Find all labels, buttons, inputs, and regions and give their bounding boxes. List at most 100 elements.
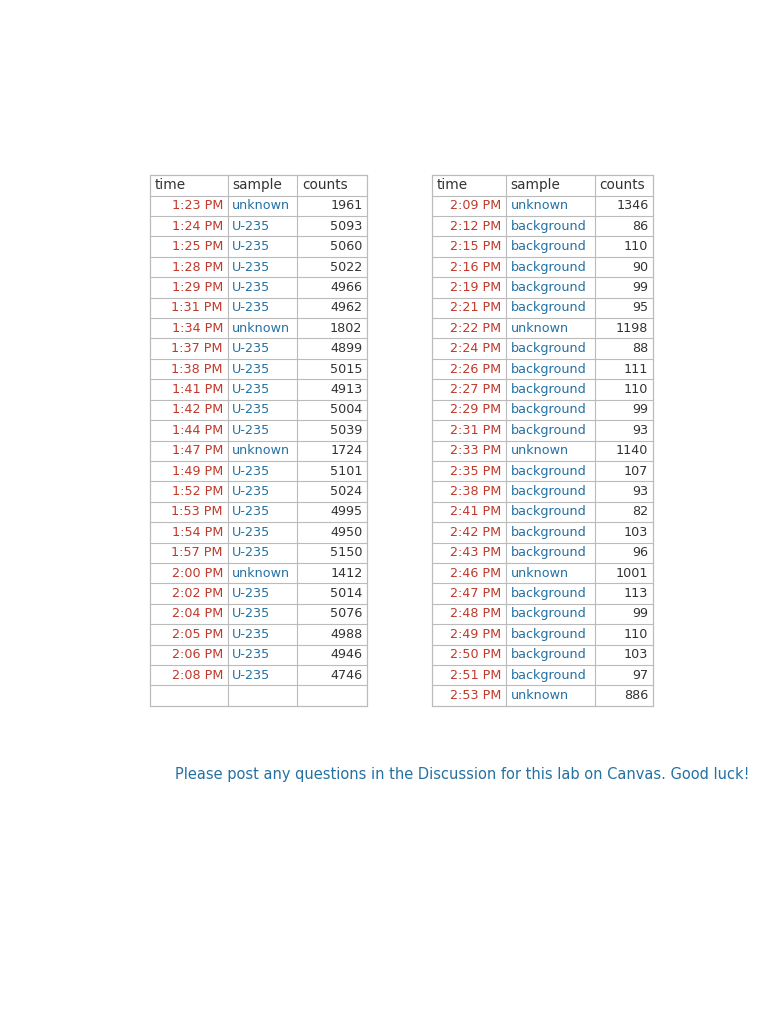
Text: background: background xyxy=(510,362,587,376)
Text: U-235: U-235 xyxy=(232,220,270,232)
Text: 4988: 4988 xyxy=(330,628,362,641)
Text: 2:08 PM: 2:08 PM xyxy=(171,669,223,682)
Text: 86: 86 xyxy=(633,220,648,232)
Text: 2:42 PM: 2:42 PM xyxy=(450,526,501,539)
Text: unknown: unknown xyxy=(510,444,569,457)
Text: 103: 103 xyxy=(624,648,648,662)
Text: 4950: 4950 xyxy=(330,526,362,539)
Text: 1:38 PM: 1:38 PM xyxy=(171,362,223,376)
Text: U-235: U-235 xyxy=(232,260,270,273)
Text: background: background xyxy=(510,546,587,559)
Text: 110: 110 xyxy=(624,383,648,396)
Text: 111: 111 xyxy=(624,362,648,376)
Text: 1:47 PM: 1:47 PM xyxy=(171,444,223,457)
Text: 1:54 PM: 1:54 PM xyxy=(171,526,223,539)
Bar xyxy=(432,175,653,706)
Text: 2:38 PM: 2:38 PM xyxy=(449,485,501,498)
Text: 2:35 PM: 2:35 PM xyxy=(449,465,501,477)
Text: U-235: U-235 xyxy=(232,628,270,641)
Text: 1:24 PM: 1:24 PM xyxy=(171,220,223,232)
Text: 2:04 PM: 2:04 PM xyxy=(171,607,223,621)
Text: 103: 103 xyxy=(624,526,648,539)
Text: 1724: 1724 xyxy=(330,444,362,457)
Text: 4899: 4899 xyxy=(330,342,362,355)
Text: 2:21 PM: 2:21 PM xyxy=(450,301,501,314)
Text: U-235: U-235 xyxy=(232,281,270,294)
Text: 1:49 PM: 1:49 PM xyxy=(171,465,223,477)
Text: unknown: unknown xyxy=(232,444,291,457)
Text: U-235: U-235 xyxy=(232,342,270,355)
Text: U-235: U-235 xyxy=(232,607,270,621)
Text: 1140: 1140 xyxy=(616,444,648,457)
Text: 2:27 PM: 2:27 PM xyxy=(450,383,501,396)
Text: 2:19 PM: 2:19 PM xyxy=(450,281,501,294)
Text: 4962: 4962 xyxy=(330,301,362,314)
Text: 5004: 5004 xyxy=(330,403,362,417)
Text: background: background xyxy=(510,669,587,682)
Text: unknown: unknown xyxy=(232,322,291,335)
Text: U-235: U-235 xyxy=(232,485,270,498)
Text: 2:26 PM: 2:26 PM xyxy=(450,362,501,376)
Text: 99: 99 xyxy=(633,403,648,417)
Text: U-235: U-235 xyxy=(232,424,270,437)
Text: 2:50 PM: 2:50 PM xyxy=(449,648,501,662)
Text: 1:34 PM: 1:34 PM xyxy=(171,322,223,335)
Text: 82: 82 xyxy=(633,506,648,518)
Text: 88: 88 xyxy=(632,342,648,355)
Text: U-235: U-235 xyxy=(232,362,270,376)
Text: 5022: 5022 xyxy=(330,260,362,273)
Text: time: time xyxy=(155,178,186,193)
Text: 1412: 1412 xyxy=(330,566,362,580)
Text: 113: 113 xyxy=(624,587,648,600)
Text: 4946: 4946 xyxy=(330,648,362,662)
Text: unknown: unknown xyxy=(232,200,291,212)
Text: time: time xyxy=(437,178,468,193)
Text: 2:33 PM: 2:33 PM xyxy=(449,444,501,457)
Text: background: background xyxy=(510,628,587,641)
Text: 2:15 PM: 2:15 PM xyxy=(449,241,501,253)
Text: 1:28 PM: 1:28 PM xyxy=(171,260,223,273)
Text: 1:41 PM: 1:41 PM xyxy=(171,383,223,396)
Text: 110: 110 xyxy=(624,628,648,641)
Text: 1346: 1346 xyxy=(616,200,648,212)
Text: 2:51 PM: 2:51 PM xyxy=(449,669,501,682)
Text: 886: 886 xyxy=(624,689,648,702)
Text: 5150: 5150 xyxy=(330,546,362,559)
Text: 5014: 5014 xyxy=(330,587,362,600)
Text: 5039: 5039 xyxy=(330,424,362,437)
Text: 97: 97 xyxy=(633,669,648,682)
Text: background: background xyxy=(510,220,587,232)
Text: 1:52 PM: 1:52 PM xyxy=(171,485,223,498)
Text: 1:25 PM: 1:25 PM xyxy=(171,241,223,253)
Text: 1961: 1961 xyxy=(330,200,362,212)
Text: 2:46 PM: 2:46 PM xyxy=(450,566,501,580)
Text: background: background xyxy=(510,506,587,518)
Text: unknown: unknown xyxy=(510,322,569,335)
Text: 4913: 4913 xyxy=(330,383,362,396)
Bar xyxy=(150,175,367,706)
Text: 2:09 PM: 2:09 PM xyxy=(450,200,501,212)
Text: 90: 90 xyxy=(633,260,648,273)
Text: background: background xyxy=(510,383,587,396)
Text: background: background xyxy=(510,485,587,498)
Text: 2:29 PM: 2:29 PM xyxy=(450,403,501,417)
Text: unknown: unknown xyxy=(510,566,569,580)
Text: 99: 99 xyxy=(633,281,648,294)
Text: 1:53 PM: 1:53 PM xyxy=(171,506,223,518)
Text: U-235: U-235 xyxy=(232,383,270,396)
Text: U-235: U-235 xyxy=(232,669,270,682)
Text: 5076: 5076 xyxy=(330,607,362,621)
Text: U-235: U-235 xyxy=(232,648,270,662)
Text: 93: 93 xyxy=(633,485,648,498)
Text: 1:42 PM: 1:42 PM xyxy=(171,403,223,417)
Text: 96: 96 xyxy=(633,546,648,559)
Text: background: background xyxy=(510,260,587,273)
Text: 110: 110 xyxy=(624,241,648,253)
Text: U-235: U-235 xyxy=(232,403,270,417)
Text: 95: 95 xyxy=(633,301,648,314)
Text: 2:22 PM: 2:22 PM xyxy=(450,322,501,335)
Text: 2:31 PM: 2:31 PM xyxy=(449,424,501,437)
Text: unknown: unknown xyxy=(510,200,569,212)
Text: background: background xyxy=(510,241,587,253)
Text: 5060: 5060 xyxy=(330,241,362,253)
